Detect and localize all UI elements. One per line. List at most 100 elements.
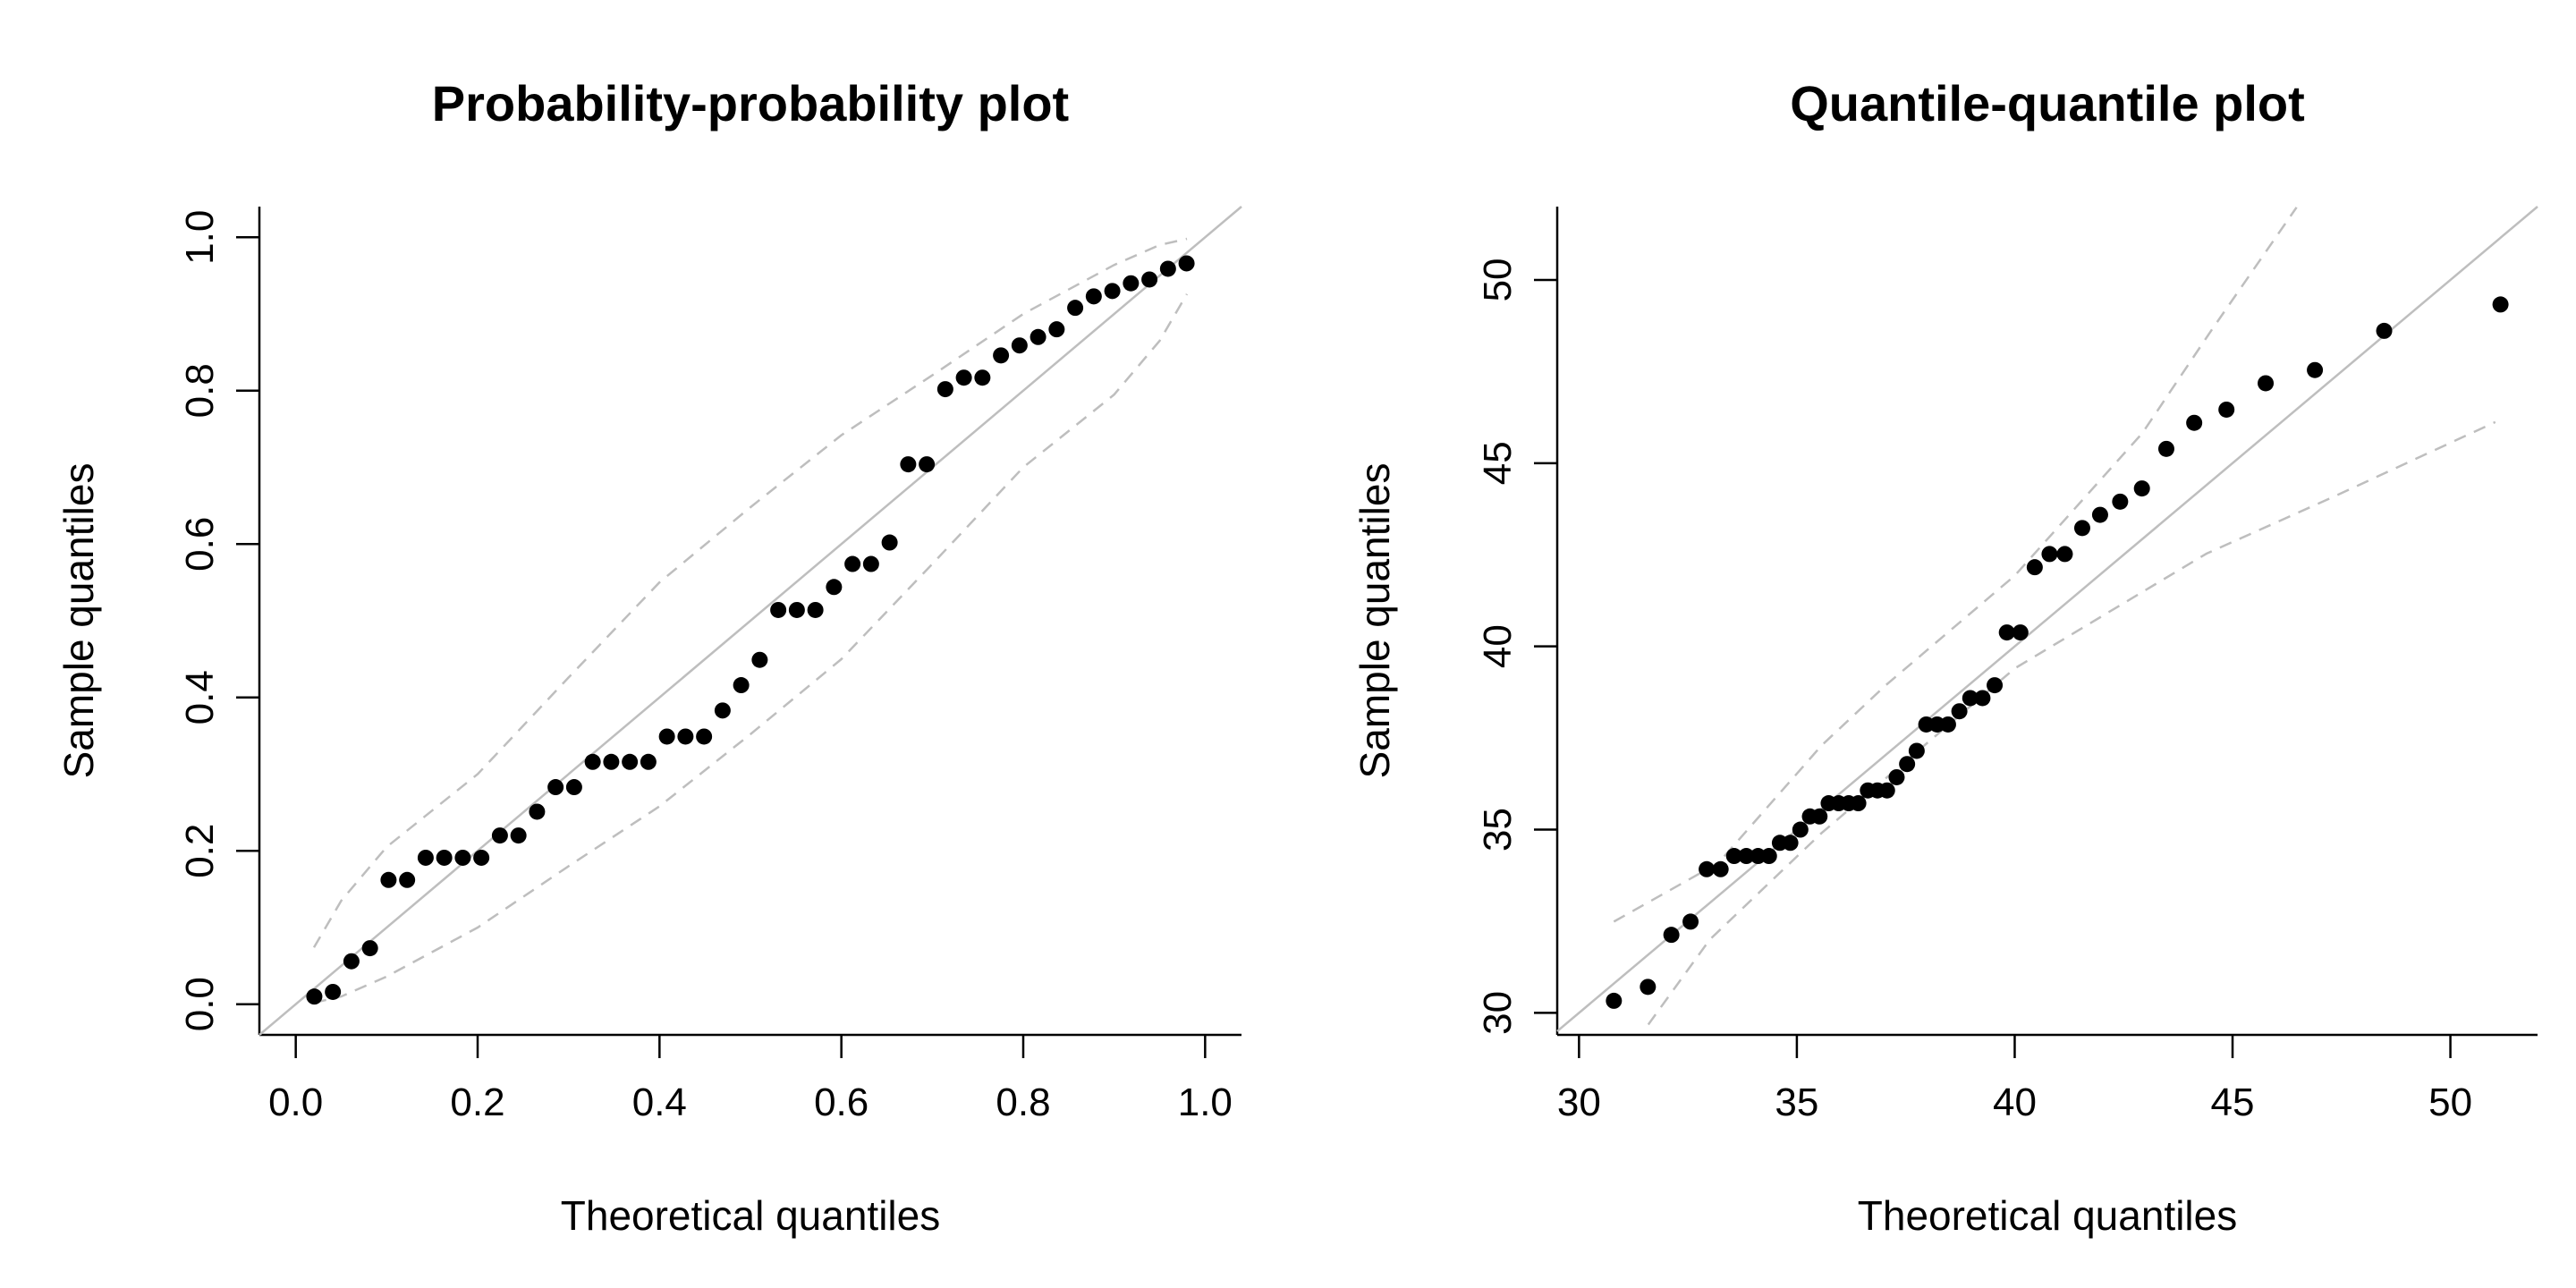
qq-y-tick-label: 45 [1476, 441, 1520, 485]
qq-x-tick-label: 50 [2428, 1080, 2472, 1124]
pp-data-point [1011, 337, 1028, 354]
qq-data-point [2218, 401, 2235, 418]
pp-data-point [343, 953, 360, 970]
pp-upper-confidence-band [312, 237, 1188, 948]
qq-data-point [1811, 808, 1828, 825]
pp-data-point [491, 827, 508, 844]
pp-data-point [955, 369, 972, 386]
pp-data-point [733, 677, 750, 694]
pp-data-point [974, 369, 991, 386]
qq-plot-panel: Quantile-quantile plot Theoretical quant… [1352, 75, 2538, 1239]
pp-y-tick-label: 0.6 [178, 517, 222, 572]
qq-y-tick-label: 30 [1476, 991, 1520, 1035]
pp-data-point [658, 728, 675, 745]
pp-data-point [1067, 300, 1084, 317]
pp-x-tick-label: 1.0 [1178, 1080, 1233, 1124]
qq-data-point [1908, 742, 1925, 759]
qq-data-point [2258, 375, 2275, 392]
qq-upper-confidence-band [1613, 207, 2298, 923]
qq-data-point [2112, 493, 2129, 510]
qq-x-tick-label: 35 [1775, 1080, 1818, 1124]
qq-data-point [1998, 624, 2015, 641]
pp-data-point [807, 601, 824, 618]
qq-plot-ylabel: Sample quantiles [1352, 463, 1398, 779]
qq-x-tick-label: 40 [1993, 1080, 2037, 1124]
pp-x-tick-label: 0.0 [268, 1080, 323, 1124]
pp-data-point [399, 871, 416, 888]
pp-data-point [751, 651, 768, 668]
pp-data-point [919, 456, 936, 473]
pp-y-tick-label: 0.8 [178, 363, 222, 418]
qq-data-point [1987, 677, 2004, 694]
qq-data-point [2091, 506, 2108, 523]
pp-data-point [993, 347, 1010, 364]
pp-data-point [1030, 328, 1046, 345]
qq-data-point [2073, 520, 2090, 537]
pp-data-point [936, 381, 953, 398]
qq-data-point [1792, 821, 1809, 838]
qq-data-point [2012, 624, 2029, 641]
pp-data-point [788, 601, 805, 618]
qq-data-point [1663, 927, 1680, 944]
pp-x-tick-label: 0.4 [632, 1080, 687, 1124]
qq-data-point [2041, 546, 2058, 563]
pp-data-point [881, 534, 898, 551]
pp-data-point [529, 803, 546, 820]
qq-data-point [1850, 795, 1867, 812]
pp-data-point [862, 555, 879, 572]
qq-plot-xlabel: Theoretical quantiles [1858, 1192, 2237, 1239]
pp-y-tick-label: 0.2 [178, 824, 222, 878]
pp-data-point [473, 849, 490, 866]
qq-data-point [1962, 690, 1979, 707]
pp-data-point [714, 702, 731, 719]
qq-data-point [1974, 690, 1991, 707]
qq-data-point [2492, 296, 2509, 313]
pp-data-point [826, 579, 843, 596]
pp-plot-xlabel: Theoretical quantiles [561, 1192, 940, 1239]
pp-x-tick-label: 0.6 [814, 1080, 869, 1124]
pp-data-point [417, 849, 434, 866]
pp-y-tick-label: 0.4 [178, 670, 222, 724]
qq-data-point [2026, 559, 2043, 576]
qq-reference-line [1556, 206, 2538, 1032]
pp-data-point [510, 827, 527, 844]
pp-data-point [1159, 260, 1176, 277]
pp-data-point [1178, 255, 1195, 272]
qq-data-point [1878, 782, 1895, 799]
qq-data-point [1939, 716, 1956, 733]
qq-data-point [1899, 756, 1916, 773]
qq-data-point [1712, 860, 1729, 877]
pp-data-point [622, 753, 639, 770]
pp-data-point [1141, 271, 1158, 288]
pp-data-point [696, 728, 713, 745]
pp-data-point [565, 779, 582, 796]
qq-data-point [1640, 979, 1657, 996]
qq-data-point [1682, 913, 1699, 930]
pp-reference-line [258, 206, 1242, 1036]
pp-y-tick-label: 0.0 [178, 977, 222, 1031]
pp-data-point [306, 988, 323, 1005]
pp-data-point [584, 753, 601, 770]
qq-data-point [2056, 546, 2073, 563]
pp-x-tick-label: 0.8 [996, 1080, 1050, 1124]
qq-y-tick-label: 35 [1476, 808, 1520, 852]
qq-data-point [2376, 322, 2393, 339]
qq-data-point [1699, 860, 1716, 877]
pp-data-point [677, 728, 694, 745]
pp-data-point [436, 849, 453, 866]
qq-data-point [1738, 848, 1755, 865]
pp-plot-title: Probability-probability plot [432, 75, 1069, 131]
pp-plot-ylabel: Sample quantiles [55, 463, 102, 779]
pp-data-point [547, 779, 564, 796]
pp-data-point [454, 849, 471, 866]
qq-data-point [1760, 848, 1777, 865]
qq-data-point [1725, 848, 1742, 865]
pp-data-point [380, 871, 397, 888]
pp-data-point [844, 555, 861, 572]
qq-data-point [1888, 768, 1905, 785]
pp-data-point [1123, 275, 1140, 292]
pp-data-point [770, 601, 787, 618]
pp-data-point [361, 940, 378, 957]
pp-data-point [1085, 288, 1102, 305]
